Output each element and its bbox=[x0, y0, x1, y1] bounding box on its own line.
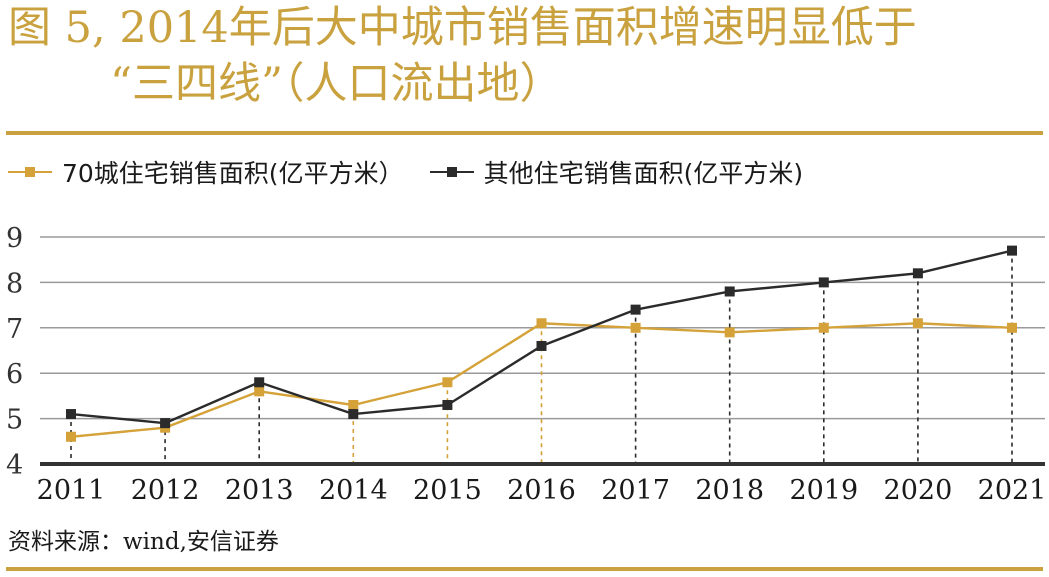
data-point-s2-2015 bbox=[442, 399, 453, 410]
data-point-s1-2021 bbox=[1007, 322, 1017, 333]
data-point-s1-2017 bbox=[630, 322, 641, 333]
title-divider bbox=[6, 131, 1043, 135]
data-point-s1-2013 bbox=[254, 386, 265, 397]
source-note: 资料来源：wind,安信证券 bbox=[8, 529, 279, 555]
data-point-s2-2016 bbox=[536, 340, 547, 351]
y-tick-label-7: 7 bbox=[6, 314, 23, 345]
data-point-s1-2015 bbox=[442, 377, 453, 388]
footer-divider bbox=[6, 567, 1043, 571]
data-point-s2-2019 bbox=[818, 277, 829, 288]
x-tick-label-2012: 2012 bbox=[131, 475, 200, 506]
data-point-s1-2016 bbox=[536, 318, 547, 329]
x-tick-label-2016: 2016 bbox=[507, 475, 576, 506]
x-tick-label-2021: 2021 bbox=[978, 475, 1047, 506]
x-tick-label-2017: 2017 bbox=[601, 475, 670, 506]
data-point-s2-2011 bbox=[66, 409, 76, 420]
data-point-s1-2020 bbox=[912, 318, 923, 329]
x-tick-label-2019: 2019 bbox=[789, 475, 858, 506]
chart-title-line2: “三四线”（人口流出地） bbox=[110, 59, 563, 109]
data-point-s1-2018 bbox=[724, 327, 735, 338]
data-point-s2-2013 bbox=[254, 377, 265, 388]
y-tick-label-8: 8 bbox=[6, 268, 23, 299]
x-tick-label-2018: 2018 bbox=[695, 475, 764, 506]
legend-label-series2: 其他住宅销售面积(亿平方米) bbox=[483, 159, 804, 188]
chart-title-line1: 图 5, 2014年后大中城市销售面积增速明显低于 bbox=[8, 3, 917, 53]
x-tick-label-2020: 2020 bbox=[884, 475, 953, 506]
data-point-s2-2020 bbox=[912, 268, 923, 279]
x-tick-label-2014: 2014 bbox=[319, 475, 388, 506]
data-point-s1-2014 bbox=[348, 399, 359, 410]
data-point-s2-2012 bbox=[160, 418, 171, 429]
x-tick-label-2013: 2013 bbox=[225, 475, 294, 506]
data-point-s1-2011 bbox=[66, 431, 76, 442]
line-chart: 4 5 6 7 8 9 2011 2012 2013 2014 2015 2016 2017 2018 20… bbox=[6, 223, 1047, 506]
data-point-s2-2014 bbox=[348, 409, 359, 420]
y-tick-label-9: 9 bbox=[6, 223, 23, 254]
data-point-s2-2017 bbox=[630, 304, 641, 315]
y-tick-label-4: 4 bbox=[6, 450, 23, 481]
legend-swatch-series2 bbox=[429, 165, 474, 179]
legend-label-series1: 70城住宅销售面积(亿平方米） bbox=[62, 159, 404, 188]
data-point-s1-2019 bbox=[818, 322, 829, 333]
legend-item-series1: 70城住宅销售面积(亿平方米） bbox=[8, 154, 404, 190]
legend-swatch-series1 bbox=[8, 165, 52, 179]
data-point-s2-2021 bbox=[1007, 245, 1017, 256]
x-tick-label-2015: 2015 bbox=[413, 475, 482, 506]
y-tick-label-5: 5 bbox=[6, 405, 23, 436]
data-point-s2-2018 bbox=[724, 286, 735, 297]
legend-item-series2: 其他住宅销售面积(亿平方米) bbox=[429, 154, 804, 190]
x-tick-label-2011: 2011 bbox=[37, 475, 106, 506]
y-tick-label-6: 6 bbox=[6, 359, 23, 390]
chart-title: 图 5, 2014年后大中城市销售面积增速明显低于 “三四线”（人口流出地） bbox=[8, 0, 1043, 112]
chart-legend: 70城住宅销售面积(亿平方米） 其他住宅销售面积(亿平方米) bbox=[8, 152, 829, 192]
